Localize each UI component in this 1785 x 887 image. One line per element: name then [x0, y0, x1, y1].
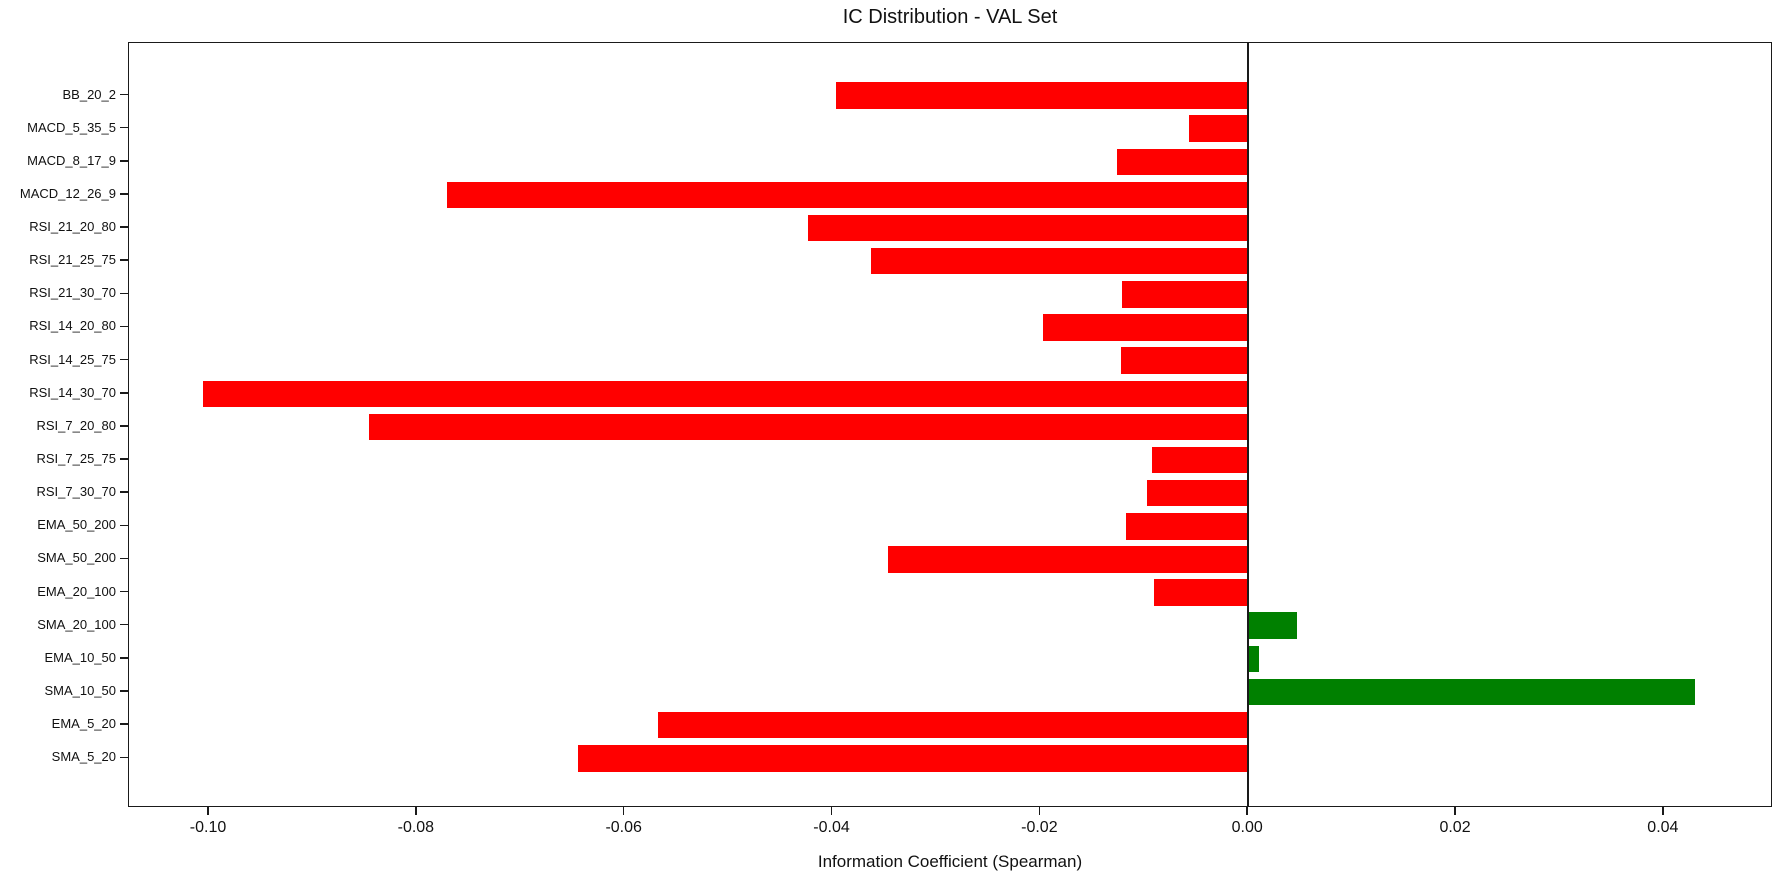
y-tick-mark [120, 259, 128, 261]
bar-RSI_7_30_70 [1147, 479, 1249, 507]
y-tick-mark [120, 458, 128, 460]
y-tick-mark [120, 557, 128, 560]
ytick-label-EMA_50_200: EMA_50_200 [37, 517, 116, 533]
x-tick-mark [830, 807, 833, 815]
bar-RSI_14_25_75 [1121, 347, 1249, 374]
ytick-label-SMA_20_100: SMA_20_100 [37, 616, 116, 632]
x-tick-mark [1454, 807, 1456, 815]
bar-RSI_21_25_75 [870, 247, 1249, 275]
ytick-label-RSI_21_25_75: RSI_21_25_75 [29, 252, 116, 268]
ytick-label-RSI_14_25_75: RSI_14_25_75 [29, 351, 116, 367]
bar-SMA_10_50 [1248, 678, 1696, 706]
xtick-label--0.08: -0.08 [397, 819, 435, 836]
ytick-label-RSI_21_20_80: RSI_21_20_80 [29, 219, 116, 235]
y-tick-mark [120, 325, 128, 328]
chart-title: IC Distribution - VAL Set [842, 6, 1058, 28]
bar-RSI_7_25_75 [1151, 446, 1249, 474]
x-tick-mark [622, 807, 625, 815]
y-tick-mark [120, 590, 128, 593]
ytick-label-MACD_8_17_9: MACD_8_17_9 [27, 152, 116, 168]
y-tick-mark [120, 193, 128, 195]
ytick-label-BB_20_2: BB_20_2 [62, 86, 117, 102]
y-tick-mark [120, 723, 128, 725]
bar-SMA_20_100 [1248, 612, 1298, 639]
y-tick-mark [120, 358, 128, 361]
y-tick-mark [120, 623, 128, 626]
plot-area [128, 42, 1772, 807]
x-tick-mark [415, 807, 417, 815]
bar-SMA_50_200 [887, 546, 1249, 573]
x-axis-label: Information Coefficient (Spearman) [817, 852, 1083, 871]
bar-MACD_12_26_9 [446, 181, 1249, 209]
bar-SMA_5_20 [577, 745, 1249, 772]
bar-BB_20_2 [835, 82, 1249, 109]
ytick-label-RSI_7_25_75: RSI_7_25_75 [36, 451, 116, 467]
bar-EMA_5_20 [657, 711, 1249, 739]
y-tick-mark [120, 524, 128, 527]
bar-MACD_5_35_5 [1188, 115, 1249, 142]
xtick-label--0.06: -0.06 [605, 819, 642, 836]
ytick-label-RSI_7_20_80: RSI_7_20_80 [36, 417, 116, 433]
zero-axis-line [1247, 43, 1249, 806]
ytick-label-EMA_20_100: EMA_20_100 [37, 583, 116, 599]
bar-EMA_20_100 [1153, 579, 1249, 606]
ytick-label-RSI_14_30_70: RSI_14_30_70 [29, 384, 116, 400]
x-tick-mark [1038, 807, 1041, 815]
y-tick-mark [120, 392, 128, 394]
ytick-label-EMA_10_50: EMA_10_50 [44, 649, 116, 665]
y-tick-mark [120, 425, 128, 427]
bar-RSI_21_20_80 [807, 214, 1249, 242]
ytick-label-RSI_7_30_70: RSI_7_30_70 [36, 484, 116, 500]
xtick-label--0.02: -0.02 [1021, 819, 1058, 836]
xtick-label-0.02: 0.02 [1439, 819, 1471, 836]
ytick-label-SMA_5_20: SMA_5_20 [51, 749, 116, 765]
y-tick-mark [120, 491, 128, 493]
ytick-label-SMA_50_200: SMA_50_200 [37, 550, 116, 566]
xtick-label-0.00: 0.00 [1231, 819, 1263, 836]
ytick-label-RSI_21_30_70: RSI_21_30_70 [29, 285, 116, 301]
y-tick-mark [120, 93, 128, 96]
ytick-label-SMA_10_50: SMA_10_50 [44, 683, 116, 699]
x-tick-mark [1246, 807, 1248, 815]
bar-RSI_14_30_70 [202, 380, 1249, 407]
xtick-label-0.04: 0.04 [1647, 819, 1679, 836]
bar-MACD_8_17_9 [1117, 148, 1249, 176]
y-tick-mark [120, 126, 128, 129]
x-tick-mark [207, 807, 209, 815]
bar-EMA_50_200 [1125, 513, 1249, 540]
y-tick-mark [120, 160, 128, 162]
y-tick-mark [120, 657, 128, 659]
y-tick-mark [120, 690, 128, 692]
y-tick-mark [120, 756, 128, 759]
y-tick-mark [120, 226, 128, 228]
ytick-label-RSI_14_20_80: RSI_14_20_80 [29, 318, 116, 334]
ytick-label-EMA_5_20: EMA_5_20 [51, 716, 116, 732]
xtick-label--0.04: -0.04 [813, 819, 850, 836]
bar-EMA_10_50 [1248, 645, 1259, 673]
bar-RSI_7_20_80 [369, 413, 1249, 441]
y-tick-mark [120, 292, 128, 295]
bar-RSI_14_20_80 [1043, 314, 1249, 341]
xtick-label--0.10: -0.10 [189, 819, 227, 836]
ytick-label-MACD_12_26_9: MACD_12_26_9 [19, 185, 116, 201]
ytick-label-MACD_5_35_5: MACD_5_35_5 [27, 119, 116, 135]
bar-RSI_21_30_70 [1122, 281, 1249, 308]
x-tick-mark [1662, 807, 1664, 815]
